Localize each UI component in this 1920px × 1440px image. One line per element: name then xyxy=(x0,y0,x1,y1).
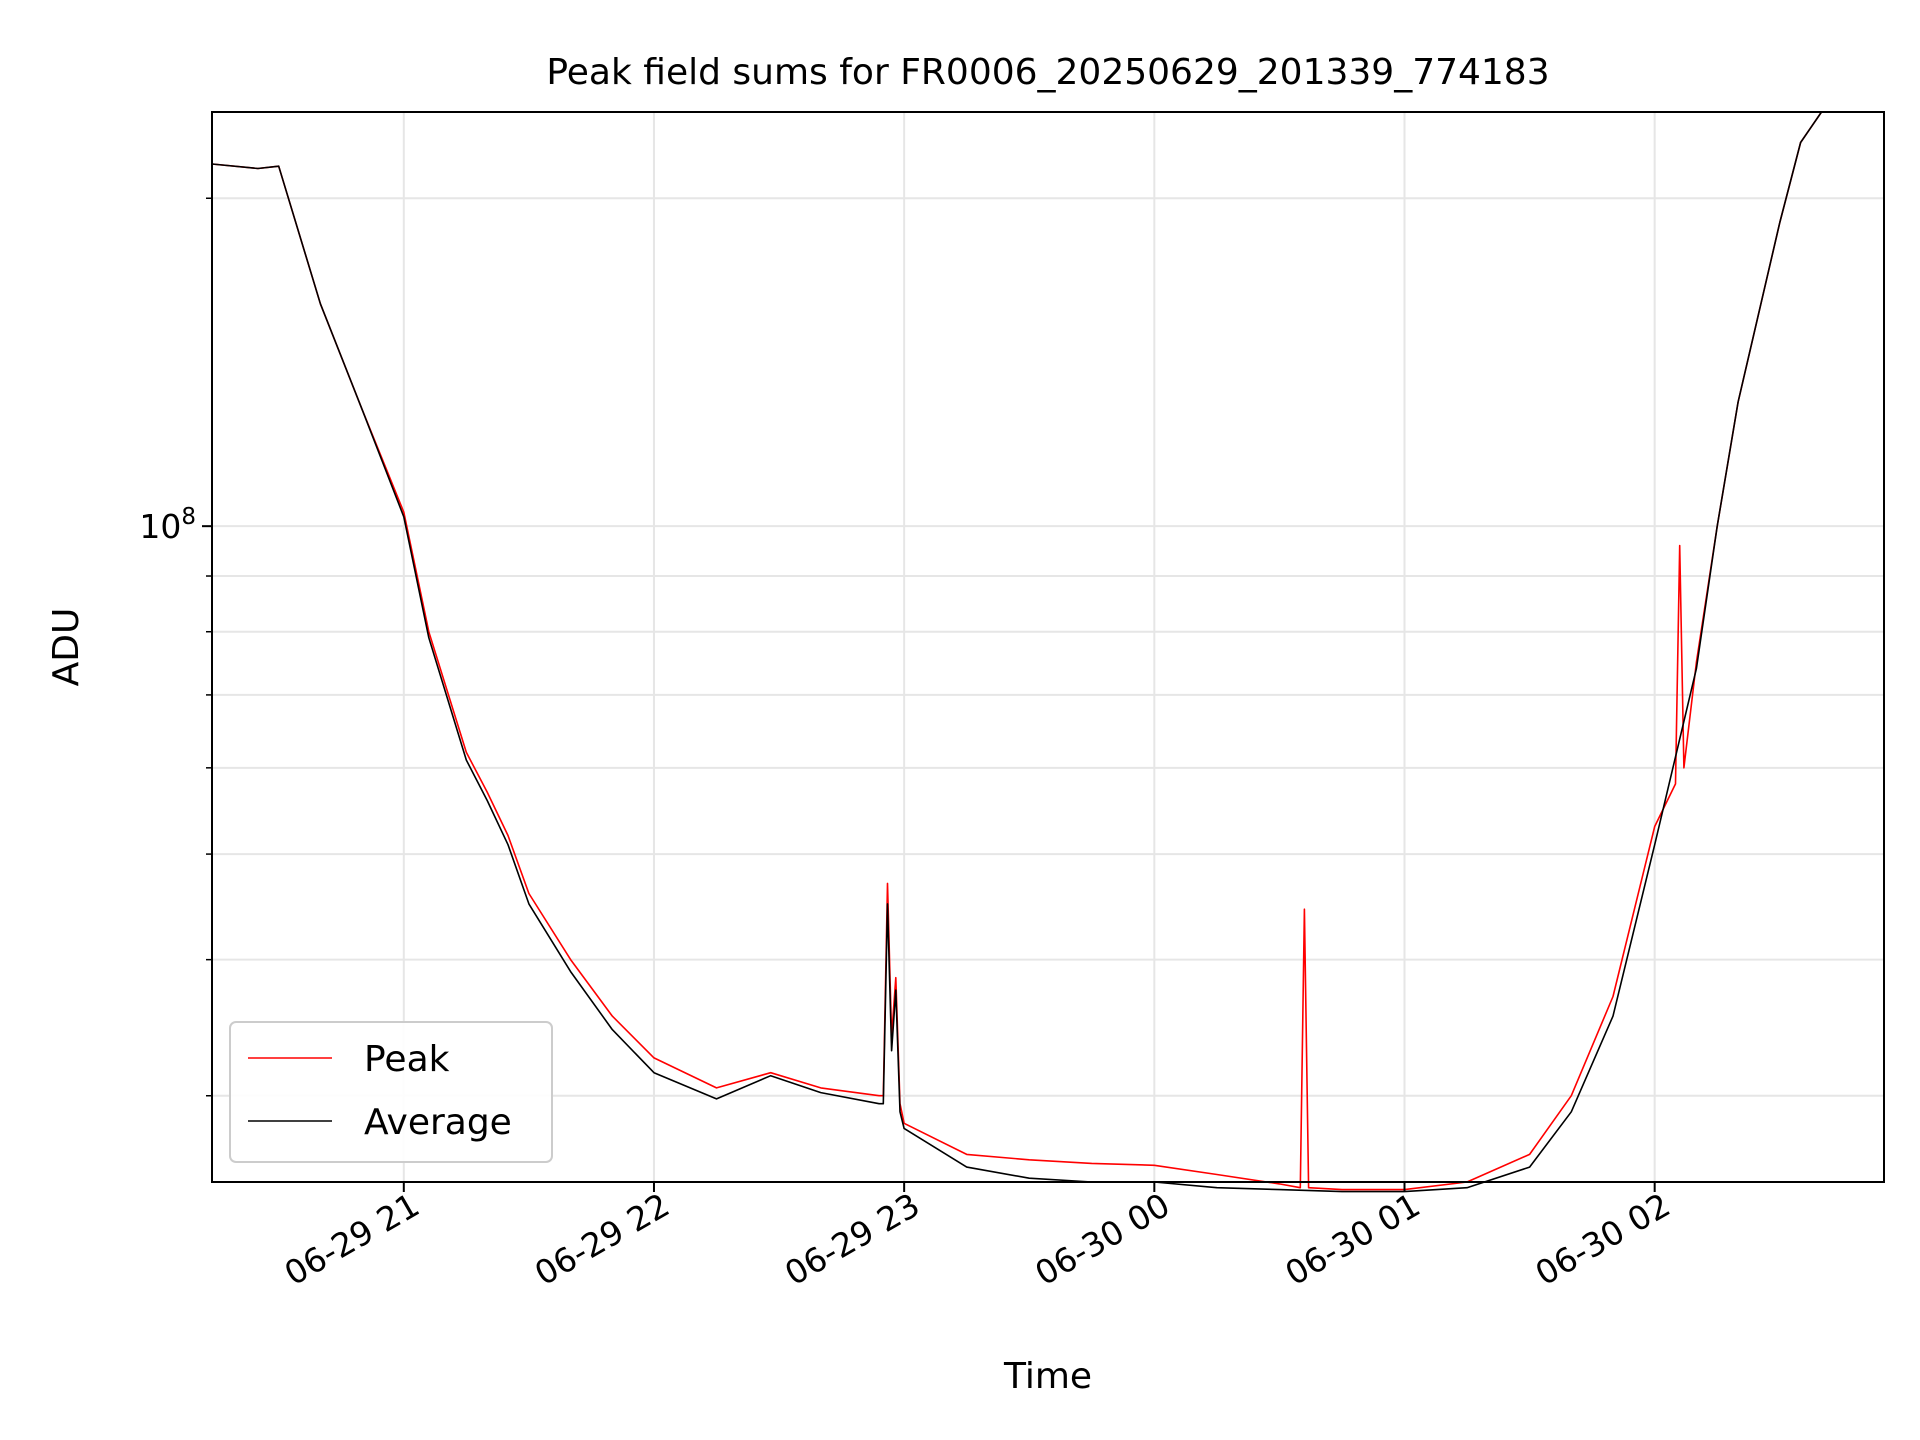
y-axis-label: ADU xyxy=(46,608,87,687)
x-axis-label: Time xyxy=(1003,1356,1092,1397)
plot-frame xyxy=(211,111,1885,1183)
average-series-line xyxy=(211,111,1884,1193)
chart-title: Peak field sums for FR0006_20250629_2013… xyxy=(546,52,1549,93)
y-tick-label: 108 xyxy=(139,504,196,546)
legend: Peak Average xyxy=(229,1021,553,1163)
series-lines xyxy=(211,111,1884,1193)
legend-peak-label: Peak xyxy=(364,1039,450,1080)
peak-series-line xyxy=(211,111,1884,1191)
legend-average-label: Average xyxy=(364,1102,512,1143)
grid-lines xyxy=(212,112,1884,1182)
legend-box xyxy=(229,1021,553,1163)
